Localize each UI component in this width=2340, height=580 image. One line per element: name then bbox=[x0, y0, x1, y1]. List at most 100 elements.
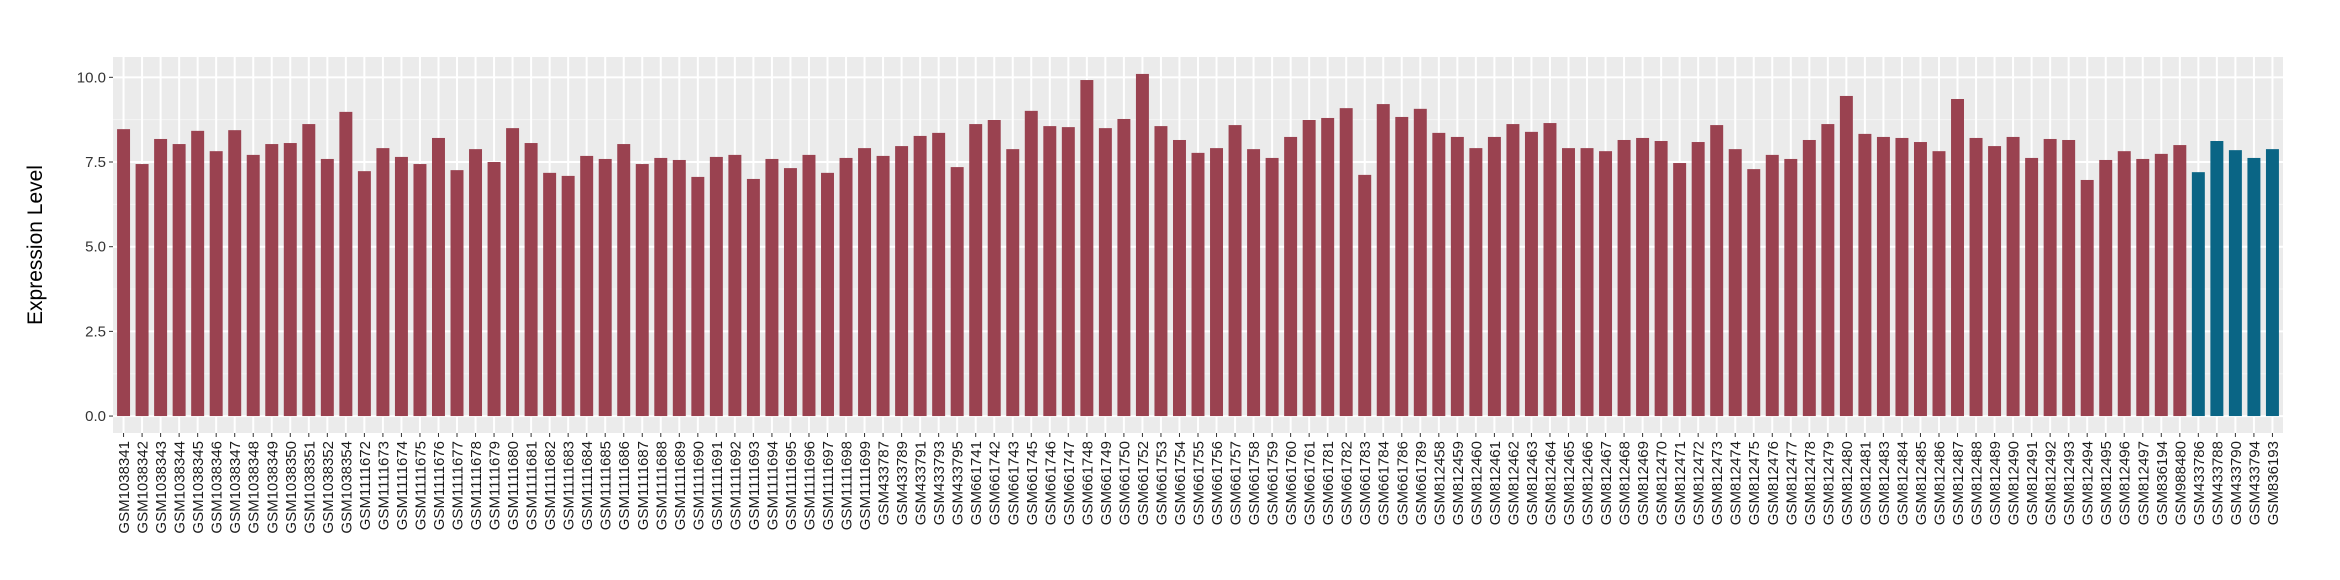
x-tick-label: GSM1111696 bbox=[801, 441, 818, 530]
bar-GSM812488 bbox=[1969, 137, 1983, 417]
bar-GSM661757 bbox=[1228, 125, 1242, 417]
bar-GSM433795 bbox=[950, 167, 964, 417]
bar-GSM812470 bbox=[1654, 141, 1668, 417]
bar-GSM661759 bbox=[1265, 157, 1279, 417]
x-tick-label: GSM661782 bbox=[1339, 441, 1356, 525]
x-tick-label: GSM1111685 bbox=[598, 441, 615, 530]
x-tick-label: GSM661745 bbox=[1024, 441, 1041, 525]
x-tick-label: GSM1111691 bbox=[709, 441, 726, 530]
bar-GSM661749 bbox=[1098, 128, 1112, 417]
x-tick-label: GSM1111686 bbox=[616, 441, 633, 530]
x-tick-label: GSM1111697 bbox=[820, 441, 837, 530]
bar-GSM661753 bbox=[1154, 126, 1168, 417]
x-tick-label: GSM1111683 bbox=[561, 441, 578, 530]
bar-GSM812492 bbox=[2043, 138, 2057, 417]
bar-GSM812458 bbox=[1432, 132, 1446, 417]
x-tick-label: GSM433788 bbox=[2209, 441, 2226, 525]
bar-GSM661752 bbox=[1135, 73, 1149, 417]
bars bbox=[117, 73, 2279, 417]
x-tick-label: GSM433789 bbox=[894, 441, 911, 525]
x-tick-label: GSM812489 bbox=[1987, 441, 2004, 525]
bar-GSM661747 bbox=[1061, 127, 1075, 417]
bar-GSM1038346 bbox=[209, 151, 223, 417]
bar-GSM1111697 bbox=[821, 172, 834, 417]
x-tick-label: GSM661741 bbox=[968, 441, 985, 525]
bar-GSM812485 bbox=[1913, 142, 1927, 417]
bar-GSM812478 bbox=[1802, 139, 1816, 417]
bar-GSM812481 bbox=[1858, 133, 1872, 417]
x-tick-label: GSM661756 bbox=[1209, 441, 1226, 525]
bar-GSM812493 bbox=[2062, 139, 2076, 417]
x-tick-label: GSM1111689 bbox=[672, 441, 689, 530]
bar-GSM812462 bbox=[1506, 124, 1520, 417]
x-tick-label: GSM812479 bbox=[1820, 441, 1837, 525]
x-tick-label: GSM661747 bbox=[1061, 441, 1078, 525]
x-tick-label: GSM812494 bbox=[2080, 441, 2097, 525]
x-tick-label: GSM1111681 bbox=[524, 441, 541, 530]
bar-GSM1038348 bbox=[246, 154, 260, 417]
bar-GSM812487 bbox=[1951, 99, 1965, 417]
x-tick-label: GSM661748 bbox=[1079, 441, 1096, 525]
bar-GSM812491 bbox=[2025, 157, 2039, 417]
x-tick-label: GSM1038351 bbox=[301, 441, 318, 534]
bar-GSM1038350 bbox=[283, 143, 297, 417]
bar-GSM812467 bbox=[1599, 151, 1613, 417]
x-tick-label: GSM812462 bbox=[1505, 441, 1522, 525]
x-tick-label: GSM661786 bbox=[1394, 441, 1411, 525]
x-tick-label: GSM836194 bbox=[2154, 441, 2171, 525]
x-tick-label: GSM812478 bbox=[1802, 441, 1819, 525]
bar-GSM1038345 bbox=[191, 130, 205, 417]
bar-GSM433793 bbox=[932, 132, 946, 417]
x-tick-label: GSM812487 bbox=[1950, 441, 1967, 525]
bar-GSM661741 bbox=[969, 124, 983, 417]
x-tick-label: GSM812469 bbox=[1635, 441, 1652, 525]
x-axis: GSM1038341 GSM1038342 GSM1038343 GSM1038344… bbox=[116, 433, 2282, 534]
bar-GSM812468 bbox=[1617, 139, 1631, 417]
bar-GSM812461 bbox=[1487, 136, 1501, 417]
x-tick-label: GSM1038342 bbox=[135, 441, 152, 534]
bar-GSM1111688 bbox=[654, 157, 668, 417]
bar-GSM1111699 bbox=[858, 148, 872, 417]
bar-GSM1111674 bbox=[394, 156, 408, 417]
x-tick-label: GSM812483 bbox=[1876, 441, 1893, 525]
bar-GSM661748 bbox=[1080, 80, 1094, 417]
x-tick-label: GSM812488 bbox=[1969, 441, 1986, 525]
bar-GSM988480 bbox=[2173, 145, 2187, 417]
x-tick-label: GSM661781 bbox=[1320, 441, 1337, 525]
x-tick-label: GSM1038354 bbox=[338, 441, 355, 534]
y-tick-label: 10.0 bbox=[77, 69, 106, 86]
bar-GSM1038341 bbox=[117, 129, 131, 417]
bar-GSM1038351 bbox=[302, 124, 316, 417]
x-tick-label: GSM812490 bbox=[2006, 441, 2023, 525]
x-tick-label: GSM812474 bbox=[1728, 441, 1745, 525]
x-tick-label: GSM812476 bbox=[1765, 441, 1782, 525]
bar-GSM661746 bbox=[1043, 126, 1057, 417]
x-tick-label: GSM1038346 bbox=[209, 441, 226, 534]
bar-GSM661745 bbox=[1024, 110, 1038, 417]
x-tick-label: GSM433794 bbox=[2246, 441, 2263, 525]
bar-GSM1038343 bbox=[154, 138, 168, 417]
x-tick-label: GSM433795 bbox=[950, 441, 967, 525]
bar-GSM812480 bbox=[1839, 95, 1853, 417]
x-tick-label: GSM661753 bbox=[1153, 441, 1170, 525]
y-tick-label: 2.5 bbox=[85, 323, 106, 340]
bar-GSM812474 bbox=[1728, 149, 1742, 417]
bar-GSM1111684 bbox=[580, 155, 594, 417]
x-tick-label: GSM1038347 bbox=[227, 441, 244, 534]
bar-GSM1111675 bbox=[413, 164, 427, 417]
bar-GSM812490 bbox=[2006, 136, 2020, 417]
y-axis-title: Expression Level bbox=[24, 165, 47, 325]
x-tick-label: GSM1038350 bbox=[283, 441, 300, 534]
x-tick-label: GSM433787 bbox=[876, 441, 893, 525]
bar-GSM433786 bbox=[2191, 172, 2205, 417]
y-tick-label: 7.5 bbox=[85, 154, 106, 171]
bar-GSM661782 bbox=[1339, 108, 1353, 417]
x-tick-label: GSM812496 bbox=[2117, 441, 2134, 525]
bar-GSM661743 bbox=[1006, 149, 1020, 417]
x-tick-label: GSM661742 bbox=[987, 441, 1004, 525]
bar-GSM661758 bbox=[1247, 149, 1261, 417]
x-tick-label: GSM1038349 bbox=[264, 441, 281, 534]
bar-GSM433787 bbox=[876, 155, 890, 417]
x-tick-label: GSM1111687 bbox=[635, 441, 652, 530]
bar-GSM1038342 bbox=[135, 164, 149, 417]
